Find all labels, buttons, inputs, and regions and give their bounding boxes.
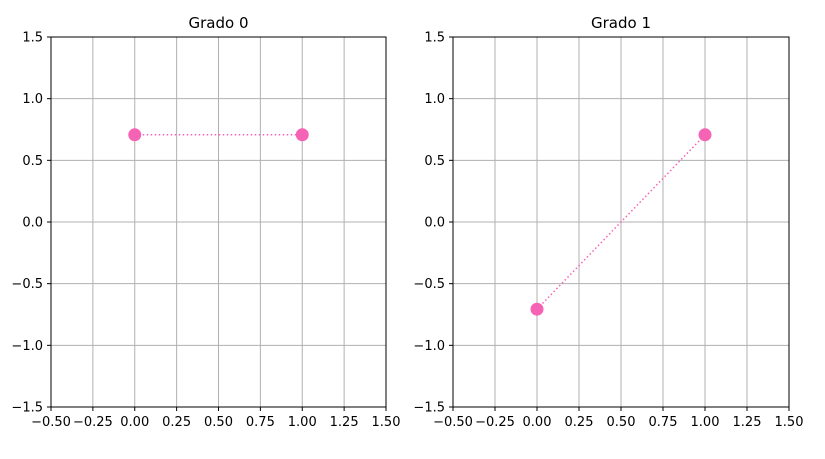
chart-title: Grado 1 bbox=[591, 14, 651, 32]
chart-title: Grado 0 bbox=[189, 14, 249, 32]
y-tick-label: 0.5 bbox=[424, 154, 445, 169]
x-tick-label: 0.25 bbox=[162, 415, 191, 430]
y-tick-label: 0.0 bbox=[424, 216, 445, 231]
data-point bbox=[128, 128, 142, 142]
y-tick-label: 1.0 bbox=[22, 92, 43, 107]
x-tick-label: 0.75 bbox=[246, 415, 275, 430]
y-tick-label: −1.0 bbox=[413, 339, 445, 354]
x-tick-label: 1.00 bbox=[288, 415, 317, 430]
x-tick-label: −0.50 bbox=[433, 415, 473, 430]
x-tick-label: −0.25 bbox=[475, 415, 515, 430]
y-tick-label: −1.5 bbox=[11, 401, 43, 416]
subplot-grado-0: −0.50 −0.25 0.00 0.25 0.50 0.75 1.00 1.25 1.50 −1… bbox=[11, 14, 400, 430]
x-tick-label: 0.75 bbox=[649, 415, 678, 430]
x-tick-label: 1.50 bbox=[775, 415, 804, 430]
x-tick-label: 1.25 bbox=[733, 415, 762, 430]
y-tick-label: −0.5 bbox=[413, 277, 445, 292]
data-point bbox=[530, 302, 544, 316]
x-tick-label: 0.00 bbox=[120, 415, 149, 430]
x-tick-label: 1.50 bbox=[372, 415, 401, 430]
x-tick-label: 1.00 bbox=[691, 415, 720, 430]
x-tick-label: −0.25 bbox=[73, 415, 113, 430]
data-point bbox=[295, 128, 309, 142]
x-tick-label: 0.25 bbox=[565, 415, 594, 430]
subplot-grado-1: −0.50 −0.25 0.00 0.25 0.50 0.75 1.00 1.25 1.50 −1… bbox=[413, 14, 803, 430]
x-tick-label: 0.00 bbox=[523, 415, 552, 430]
data-point bbox=[698, 128, 712, 142]
y-tick-label: 0.5 bbox=[22, 154, 43, 169]
y-tick-label: 0.0 bbox=[22, 216, 43, 231]
y-tick-label: 1.0 bbox=[424, 92, 445, 107]
y-tick-label: 1.5 bbox=[424, 31, 445, 46]
y-tick-label: 1.5 bbox=[22, 31, 43, 46]
x-tick-label: −0.50 bbox=[31, 415, 71, 430]
x-tick-label: 0.50 bbox=[204, 415, 233, 430]
x-tick-label: 1.25 bbox=[330, 415, 359, 430]
y-tick-label: −0.5 bbox=[11, 277, 43, 292]
y-tick-label: −1.0 bbox=[11, 339, 43, 354]
y-tick-label: −1.5 bbox=[413, 401, 445, 416]
x-tick-label: 0.50 bbox=[607, 415, 636, 430]
series-line bbox=[536, 134, 706, 310]
